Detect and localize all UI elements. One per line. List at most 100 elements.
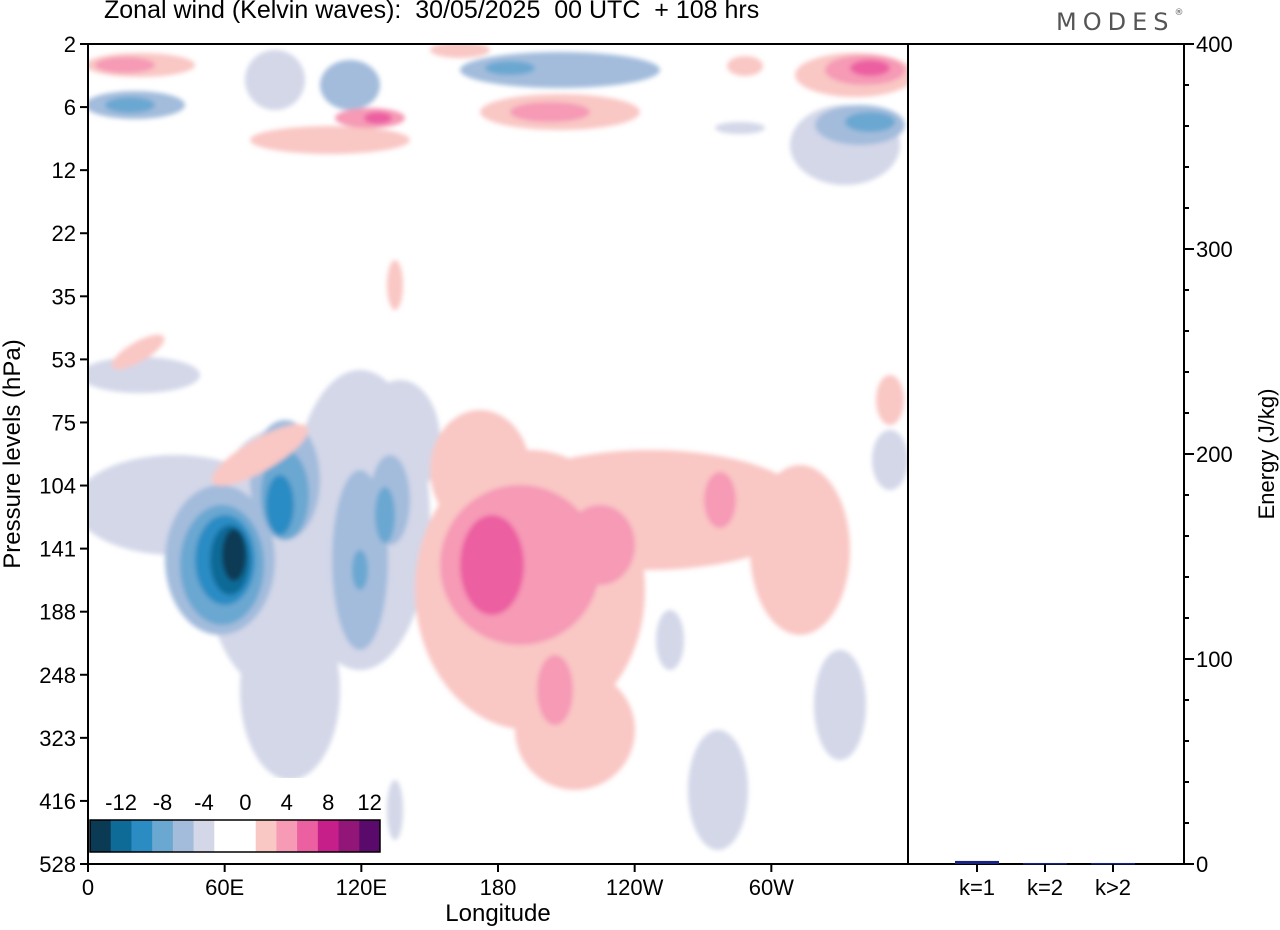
lobe <box>105 97 155 113</box>
energy-bar <box>955 860 999 864</box>
energy-y-axis: 0 100 200 300 400 <box>1184 32 1233 877</box>
y-tick-label: 75 <box>52 410 76 435</box>
energy-bars: k=1 k=2 k>2 <box>955 860 1135 900</box>
colorbar-swatch <box>110 820 132 852</box>
energy-bar <box>1091 862 1135 865</box>
colorbar-swatch <box>338 820 360 852</box>
lobe <box>688 730 748 850</box>
lobe <box>245 50 305 110</box>
lobe <box>537 655 573 725</box>
lobe <box>656 610 684 670</box>
lobe <box>320 60 380 110</box>
energy-category-label: k=1 <box>959 875 995 900</box>
colorbar-swatch <box>359 820 381 852</box>
y-tick-label: 6 <box>64 95 76 120</box>
colorbar-label: 4 <box>281 790 293 815</box>
lobe <box>814 650 866 760</box>
brand-logo: MODES® <box>1056 8 1183 36</box>
x-tick-label: 0 <box>82 875 94 900</box>
colorbar-swatch <box>214 820 236 852</box>
lobe <box>876 375 904 425</box>
lobe <box>704 472 736 528</box>
x-tick-label: 120W <box>606 875 664 900</box>
y-tick-label: 323 <box>39 726 76 751</box>
brand-name: MODES <box>1056 8 1175 36</box>
x-axis-label: Longitude <box>445 900 550 927</box>
lobe <box>460 515 524 615</box>
heatmap-y-axis: 2 6 12 22 35 53 75 104 141 188 248 323 416 528 <box>39 32 88 877</box>
lobe <box>352 550 368 590</box>
lobe <box>387 260 403 310</box>
lobe <box>515 670 635 790</box>
colorbar-swatch <box>255 820 277 852</box>
lobe <box>240 600 340 780</box>
y-tick-label: 53 <box>52 347 76 372</box>
colorbar-swatch <box>131 820 153 852</box>
energy-tick-label: 300 <box>1196 237 1233 262</box>
colorbar-label: 12 <box>357 790 381 815</box>
lobe <box>850 60 890 76</box>
y-axis-label: Pressure levels (hPa) <box>0 339 26 568</box>
colorbar-swatch <box>193 820 215 852</box>
y-tick-label: 35 <box>52 284 76 309</box>
energy-axis-label: Energy (J/kg) <box>1254 389 1279 520</box>
y-tick-label: 416 <box>39 789 76 814</box>
colorbar-swatch <box>90 820 112 852</box>
heatmap-area <box>88 44 908 864</box>
colorbar-swatch <box>152 820 174 852</box>
energy-tick-label: 200 <box>1196 442 1233 467</box>
energy-bar <box>1023 862 1067 865</box>
colorbar-swatch <box>276 820 298 852</box>
lobe <box>387 780 403 840</box>
lobe <box>727 56 763 76</box>
lobe <box>715 122 765 134</box>
energy-tick-label: 0 <box>1196 852 1208 877</box>
colorbar-swatch <box>172 820 195 852</box>
lobe <box>364 112 392 124</box>
lobe <box>266 475 294 535</box>
lobe <box>485 61 535 75</box>
colorbar-label: -4 <box>194 790 214 815</box>
heatmap-x-axis: 0 60E 120E 180 120W 60W <box>82 864 794 900</box>
y-tick-label: 141 <box>39 537 76 562</box>
lobe <box>222 529 246 581</box>
lobe <box>95 57 155 73</box>
y-tick-label: 2 <box>64 32 76 57</box>
colorbar-label: -8 <box>153 790 173 815</box>
lobe <box>211 424 309 486</box>
colorbar-swatch <box>297 820 319 852</box>
colorbar-label: 8 <box>322 790 334 815</box>
colorbar-swatch <box>235 820 257 852</box>
colorbar-label: 0 <box>239 790 251 815</box>
energy-category-label: k=2 <box>1027 875 1063 900</box>
energy-tick-label: 100 <box>1196 647 1233 672</box>
lobe <box>375 487 395 543</box>
energy-panel-frame <box>907 43 1185 865</box>
colorbar: -12 -8 -4 0 4 8 12 <box>89 778 384 856</box>
lobe <box>430 44 490 58</box>
lobe <box>111 334 165 370</box>
colorbar-swatch <box>317 820 340 852</box>
chart-title: Zonal wind (Kelvin waves): 30/05/2025 00… <box>104 0 760 24</box>
lobe <box>750 465 850 635</box>
colorbar-border <box>89 819 381 853</box>
y-tick-label: 22 <box>52 221 76 246</box>
y-tick-label: 104 <box>39 474 76 499</box>
y-tick-label: 528 <box>39 852 76 877</box>
x-tick-label: 180 <box>480 875 517 900</box>
y-tick-label: 188 <box>39 600 76 625</box>
colorbar-label: -12 <box>105 790 137 815</box>
lobe <box>250 126 410 154</box>
lobe <box>872 430 908 490</box>
lobe <box>565 505 635 585</box>
lobe <box>845 112 895 132</box>
x-tick-label: 60W <box>749 875 794 900</box>
brand-registered-mark: ® <box>1174 8 1184 18</box>
lobe <box>88 357 200 393</box>
y-tick-label: 12 <box>52 158 76 183</box>
energy-category-label: k>2 <box>1095 875 1131 900</box>
x-tick-label: 120E <box>336 875 387 900</box>
lobe <box>510 102 590 122</box>
x-tick-label: 60E <box>205 875 244 900</box>
